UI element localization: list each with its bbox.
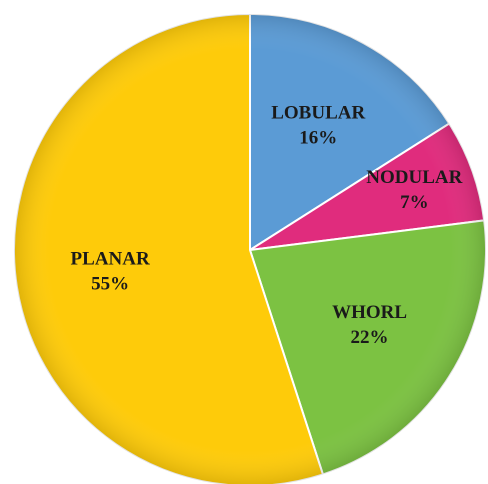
slice-value: 55% — [91, 274, 129, 295]
slice-value: 7% — [400, 192, 429, 213]
slice-value: 16% — [299, 127, 337, 148]
labels: LOBULAR 16% NODULAR 7% WHORL 22% PLANAR 55% — [71, 102, 463, 348]
slice-name: WHORL — [332, 302, 407, 323]
slice-name: PLANAR — [71, 249, 150, 270]
slice-name: NODULAR — [366, 167, 462, 188]
slice-value: 22% — [351, 327, 389, 348]
slice-name: LOBULAR — [271, 102, 365, 123]
